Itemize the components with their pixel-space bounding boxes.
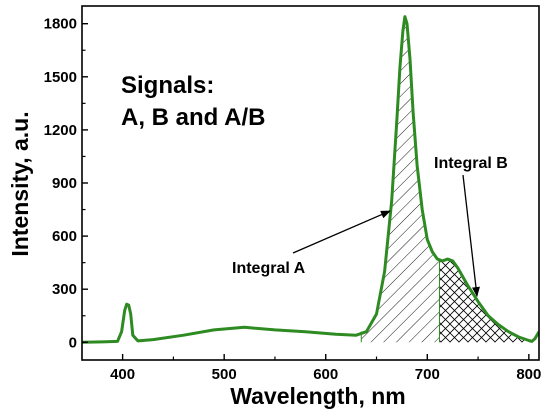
y-axis-title: Intensity, a.u. bbox=[7, 111, 33, 256]
integral-a-label: Integral A bbox=[232, 260, 306, 277]
integral-a-area bbox=[361, 16, 440, 343]
x-tick-label: 700 bbox=[415, 366, 440, 383]
series-layer bbox=[82, 15, 539, 344]
x-tick-label: 500 bbox=[212, 366, 237, 383]
y-tick-label: 600 bbox=[52, 228, 77, 245]
y-tick-label: 900 bbox=[52, 175, 77, 192]
x-axis: 400 500 600 700 800 bbox=[110, 354, 541, 383]
y-tick-label: 0 bbox=[69, 334, 77, 351]
spectrum-line bbox=[82, 15, 539, 344]
x-tick-label: 600 bbox=[313, 366, 338, 383]
x-tick-label: 400 bbox=[110, 366, 135, 383]
x-tick-label: 800 bbox=[516, 366, 541, 383]
y-axis: 0 300 600 900 1200 1500 1800 bbox=[44, 16, 88, 351]
integral-b-label: Integral B bbox=[434, 155, 508, 172]
signals-title-line1: Signals: bbox=[121, 72, 214, 99]
y-tick-label: 1500 bbox=[44, 69, 77, 86]
integral-b-area bbox=[439, 259, 529, 343]
x-axis-title: Wavelength, nm bbox=[230, 383, 406, 409]
y-tick-label: 300 bbox=[52, 281, 77, 298]
signals-title-line2: A, B and A/B bbox=[121, 104, 265, 131]
integral-fills bbox=[360, 16, 529, 343]
integral-b-arrow bbox=[462, 174, 480, 297]
y-tick-label: 1800 bbox=[44, 16, 77, 33]
integral-a-arrow bbox=[292, 210, 391, 254]
y-tick-label: 1200 bbox=[44, 122, 77, 139]
